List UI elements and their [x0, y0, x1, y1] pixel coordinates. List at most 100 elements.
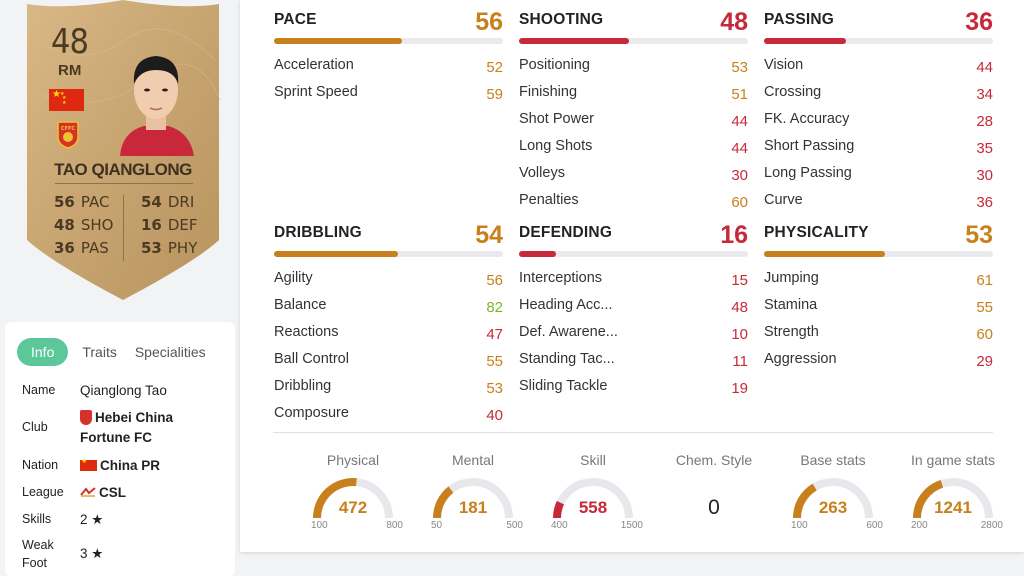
gauge-value: 0	[708, 496, 720, 519]
attribute-name: Vision	[764, 57, 804, 73]
gauge-fill	[553, 500, 565, 519]
attribute-row: Stamina 55	[764, 297, 993, 317]
stat-group-bar-fill	[274, 251, 398, 257]
stat-group-title: DRIBBLING	[274, 224, 362, 241]
attribute-row: Finishing 51	[519, 84, 748, 104]
attribute-name: Composure	[274, 405, 349, 421]
card-player-name: TAO QIANGLONG	[54, 160, 192, 179]
gauge-label: Physical	[326, 452, 380, 468]
attribute-name: Acceleration	[274, 57, 354, 73]
info-label-line2: Foot	[22, 556, 48, 570]
gauge-chem-style: Chem. Style 0	[664, 448, 764, 538]
attribute-row: Ball Control 55	[274, 351, 503, 371]
card-stat-phy: 53 PHY	[141, 239, 198, 257]
tab-specialities[interactable]: Specialities	[134, 344, 206, 360]
info-label: League	[22, 485, 64, 499]
gauge-min: 50	[431, 520, 443, 531]
stat-group-bar	[764, 38, 993, 44]
gauge-label: Skill	[580, 452, 606, 468]
star-icon: ★	[91, 512, 104, 527]
attribute-row: Crossing 34	[764, 84, 993, 104]
stat-group-bar-fill	[519, 251, 556, 257]
attribute-value: 11	[732, 353, 748, 370]
attribute-name: Short Passing	[764, 138, 855, 154]
attribute-value: 44	[976, 59, 993, 76]
gauge-value: 558	[578, 498, 608, 517]
info-panel: Info Traits Specialities Name Qianglong …	[5, 322, 235, 576]
csl-league-icon	[80, 487, 96, 497]
attribute-value: 53	[486, 380, 503, 397]
gauge-min: 400	[551, 520, 568, 531]
attribute-name: Agility	[274, 270, 313, 286]
info-value-skills: 2 ★	[80, 512, 104, 527]
attribute-value: 34	[976, 86, 993, 103]
attribute-name: Sprint Speed	[274, 84, 358, 100]
gauge-min: 200	[911, 520, 928, 531]
card-vertical-divider	[123, 195, 124, 261]
stat-group-bar-fill	[764, 38, 847, 44]
stat-group-value: 48	[720, 8, 748, 36]
gauge-arc	[553, 478, 633, 519]
attribute-name: Reactions	[274, 324, 339, 340]
attribute-name: Long Shots	[519, 138, 593, 154]
attribute-value: 55	[486, 353, 503, 370]
info-value-nation[interactable]: China PR	[80, 457, 160, 473]
stat-group-value: 16	[720, 221, 748, 249]
card-stat-dri: 54 DRI	[141, 193, 195, 211]
attribute-row: FK. Accuracy 28	[764, 111, 993, 131]
china-flag-icon	[80, 457, 97, 471]
attribute-row: Strength 60	[764, 324, 993, 344]
player-card[interactable]: 48 RM ★ ★ ★ ★ CFFC TAO QIANGLONG 56 PAC 48 SH…	[25, 0, 221, 300]
attribute-value: 51	[731, 86, 748, 103]
attribute-name: Curve	[764, 192, 803, 208]
attribute-name: Def. Awarene...	[519, 324, 618, 340]
gauge-value: 181	[458, 498, 488, 517]
info-label: Skills	[22, 512, 52, 526]
info-value-league[interactable]: CSL	[80, 485, 126, 500]
gauge-mental: Mental 181 50 500	[423, 448, 523, 538]
stat-group-bar	[519, 38, 748, 44]
tab-traits[interactable]: Traits	[82, 344, 117, 360]
card-stat-pas: 36 PAS	[54, 239, 109, 257]
gauge-fill	[793, 483, 817, 519]
attribute-value: 19	[731, 380, 748, 397]
card-stat-pac: 56 PAC	[54, 193, 110, 211]
svg-text:CFFC: CFFC	[61, 126, 76, 132]
attribute-row: Vision 44	[764, 57, 993, 77]
attribute-row: Curve 36	[764, 192, 993, 212]
attribute-value: 56	[486, 272, 503, 289]
stat-group-value: 53	[965, 221, 993, 249]
attribute-value: 47	[486, 326, 503, 343]
attribute-value: 30	[731, 167, 748, 184]
attribute-row: Short Passing 35	[764, 138, 993, 158]
attribute-row: Standing Tac... 11	[519, 351, 748, 371]
attribute-value: 36	[976, 194, 993, 211]
attribute-value: 48	[731, 299, 748, 316]
attribute-name: Long Passing	[764, 165, 852, 181]
attribute-row: Interceptions 15	[519, 270, 748, 290]
gauge-max: 800	[386, 520, 403, 531]
attribute-name: Finishing	[519, 84, 578, 100]
attribute-row: Heading Acc... 48	[519, 297, 748, 317]
gauge-value: 1241	[934, 498, 972, 517]
info-value-club-line2[interactable]: Fortune FC	[80, 430, 152, 445]
info-value-weak-foot: 3 ★	[80, 546, 104, 561]
gauge-fill	[313, 478, 357, 519]
attribute-value: 82	[486, 299, 503, 316]
info-value-club[interactable]: Hebei China	[80, 410, 173, 425]
attribute-name: Stamina	[764, 297, 818, 313]
info-value-name: Qianglong Tao	[80, 383, 167, 398]
stat-group-title: PHYSICALITY	[764, 224, 869, 241]
attribute-value: 52	[486, 59, 503, 76]
card-position: RM	[58, 62, 82, 79]
gauge-arc	[433, 478, 513, 519]
attribute-name: FK. Accuracy	[764, 111, 850, 127]
attribute-row: Penalties 60	[519, 192, 748, 212]
gauge-skill: Skill 558 400 1500	[543, 448, 643, 538]
tab-info[interactable]: Info	[17, 338, 69, 366]
info-label: Name	[22, 383, 56, 397]
attribute-name: Strength	[764, 324, 819, 340]
attribute-row: Dribbling 53	[274, 378, 503, 398]
stat-group-bar	[274, 251, 503, 257]
